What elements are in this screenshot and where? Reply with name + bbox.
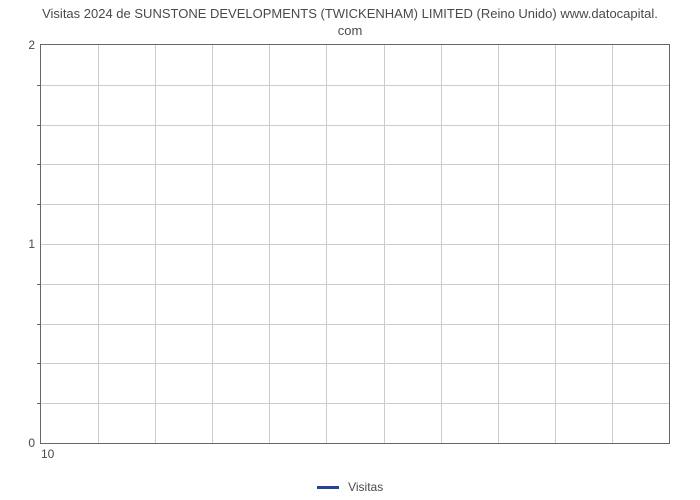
grid-horizontal-minor [41,164,669,165]
legend-label: Visitas [348,480,383,494]
legend: Visitas [0,479,700,494]
plot-area: 01210 [40,44,670,444]
chart-title-line2: com [338,23,363,38]
grid-horizontal-minor [41,284,669,285]
y-tick-minor [37,164,41,165]
chart-area: 01210 [40,44,670,444]
x-tick-label: 10 [41,443,54,461]
grid-horizontal-minor [41,125,669,126]
grid-horizontal-major [41,244,669,245]
grid-horizontal-minor [41,204,669,205]
grid-horizontal-minor [41,403,669,404]
y-tick-label: 1 [28,237,41,251]
grid-horizontal-minor [41,85,669,86]
y-tick-minor [37,363,41,364]
y-tick-minor [37,85,41,86]
y-tick-minor [37,403,41,404]
grid-horizontal-minor [41,324,669,325]
y-tick-minor [37,324,41,325]
legend-swatch [317,486,339,489]
y-tick-minor [37,284,41,285]
chart-title-line1: Visitas 2024 de SUNSTONE DEVELOPMENTS (T… [42,6,658,21]
y-tick-minor [37,204,41,205]
chart-title: Visitas 2024 de SUNSTONE DEVELOPMENTS (T… [0,0,700,40]
y-tick-minor [37,125,41,126]
y-tick-label: 0 [28,436,41,450]
grid-horizontal-minor [41,363,669,364]
y-tick-label: 2 [28,38,41,52]
